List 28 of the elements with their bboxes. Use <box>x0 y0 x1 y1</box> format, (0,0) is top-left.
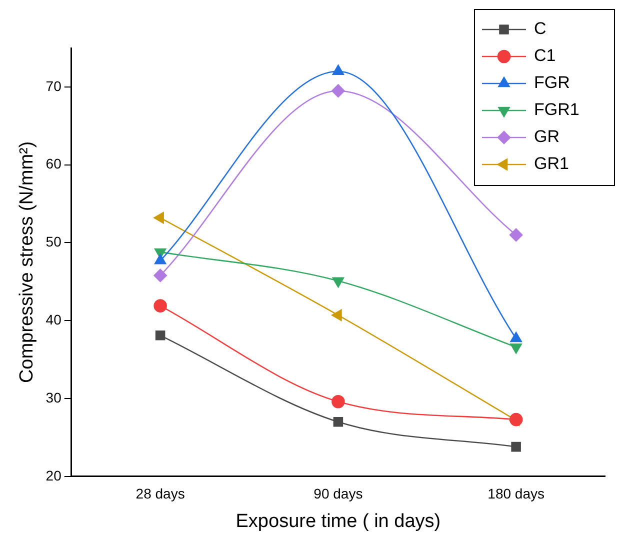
point <box>509 412 523 426</box>
y-tick-label: 60 <box>46 156 62 172</box>
y-axis-title: Compressive stress (N/mm²) <box>16 141 38 384</box>
legend-label: FGR1 <box>534 100 580 120</box>
x-axis-title: Exposure time ( in days) <box>236 510 441 532</box>
x-tick-label: 28 days <box>136 486 185 502</box>
y-tick-label: 40 <box>46 311 62 328</box>
point <box>332 84 345 98</box>
legend-label: C <box>534 19 546 38</box>
point <box>155 330 166 340</box>
y-tick-label: 20 <box>46 467 62 484</box>
legend-label: FGR <box>534 73 570 92</box>
point <box>509 228 523 242</box>
point <box>510 343 522 354</box>
y-tick-label: 50 <box>46 234 62 250</box>
point <box>154 268 167 282</box>
x-tick-label: 90 days <box>314 486 363 502</box>
legend-label: GR1 <box>534 154 569 174</box>
point <box>154 299 167 312</box>
point <box>511 442 521 452</box>
y-tick-label: 70 <box>46 78 62 94</box>
point <box>333 416 344 427</box>
point <box>332 394 345 408</box>
point <box>332 64 344 76</box>
legend-label: C1 <box>534 46 556 66</box>
legend-label: GR <box>534 127 560 146</box>
x-tick-label: 180 days <box>488 486 544 502</box>
y-tick-label: 30 <box>46 389 62 406</box>
